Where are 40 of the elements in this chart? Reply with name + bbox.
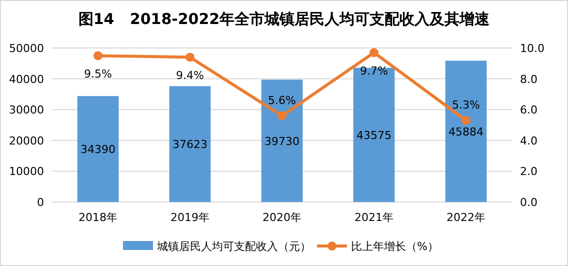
bar	[353, 68, 395, 202]
legend-label: 比上年增长（%）	[351, 240, 438, 253]
x-tick-label: 2022年	[446, 211, 486, 224]
bar	[77, 96, 119, 202]
y2-tick-label: 2.0	[520, 165, 538, 178]
y2-tick-label: 4.0	[520, 134, 538, 148]
data-label: 5.3%	[452, 98, 480, 112]
point	[186, 52, 194, 62]
y2-tick-label: 8.0	[520, 72, 538, 86]
x-tick-label: 2021年	[354, 211, 394, 224]
y-tick-label: 10000	[9, 165, 44, 178]
bar	[261, 80, 303, 202]
point	[94, 51, 102, 60]
data-label: 37623	[172, 138, 208, 152]
data-label: 5.6%	[268, 94, 296, 107]
y2-tick-label: 0.0	[520, 196, 538, 209]
point	[278, 111, 286, 120]
data-label: 9.5%	[84, 68, 112, 81]
x-tick-label: 2018年	[78, 211, 118, 224]
point	[462, 116, 470, 125]
y-tick-label: 30000	[9, 104, 44, 117]
legend-label: 城镇居民人均可支配收入（元）	[156, 240, 311, 253]
y-tick-label: 50000	[9, 42, 44, 55]
y-tick-label: 0	[37, 196, 44, 209]
y-tick-label: 20000	[9, 134, 44, 148]
chart-title: 图14 2018-2022年全市城镇居民人均可支配收入及其增速	[78, 10, 491, 28]
y2-tick-label: 6.0	[520, 104, 538, 117]
data-label: 45884	[448, 125, 484, 138]
data-label: 39730	[264, 134, 300, 148]
data-label: 9.4%	[176, 69, 204, 82]
y2-tick-label: 10.0	[520, 42, 544, 55]
point	[370, 48, 378, 58]
x-tick-label: 2020年	[262, 211, 302, 224]
data-label: 9.7%	[360, 64, 388, 78]
y-tick-label: 40000	[9, 72, 44, 86]
data-label: 34390	[80, 143, 116, 156]
data-label: 43575	[356, 128, 392, 142]
x-tick-label: 2019年	[170, 211, 210, 224]
bar	[445, 60, 487, 202]
bar	[169, 86, 211, 202]
